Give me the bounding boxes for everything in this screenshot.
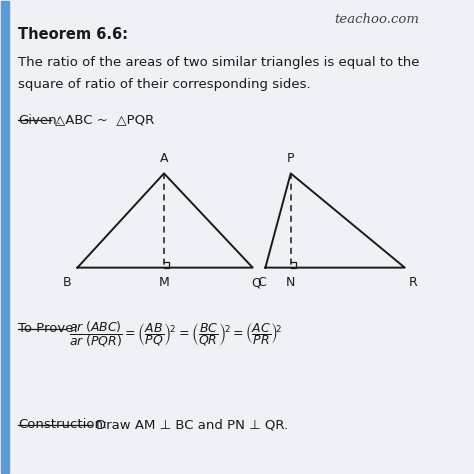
Text: square of ratio of their corresponding sides.: square of ratio of their corresponding s… bbox=[18, 78, 311, 91]
Bar bbox=[1, 1, 9, 473]
Text: teachoo.com: teachoo.com bbox=[335, 13, 419, 26]
Text: Given:: Given: bbox=[18, 114, 61, 127]
Text: $\dfrac{ar\;(ABC)}{ar\;(PQR)} = \left(\dfrac{AB}{PQ}\right)^{\!2}= \left(\dfrac{: $\dfrac{ar\;(ABC)}{ar\;(PQR)} = \left(\d… bbox=[69, 319, 283, 349]
Text: C: C bbox=[257, 276, 266, 289]
Text: A: A bbox=[160, 152, 168, 165]
Text: Draw AM ⊥ BC and PN ⊥ QR.: Draw AM ⊥ BC and PN ⊥ QR. bbox=[96, 419, 289, 431]
Text: P: P bbox=[287, 152, 294, 165]
Text: Construction:: Construction: bbox=[18, 419, 108, 431]
Text: To Prove:: To Prove: bbox=[18, 322, 78, 335]
Text: B: B bbox=[63, 276, 71, 289]
Text: The ratio of the areas of two similar triangles is equal to the: The ratio of the areas of two similar tr… bbox=[18, 55, 420, 69]
Text: M: M bbox=[159, 276, 169, 289]
Text: N: N bbox=[286, 276, 295, 289]
Text: △ABC ~  △PQR: △ABC ~ △PQR bbox=[55, 114, 155, 127]
Text: Theorem 6.6:: Theorem 6.6: bbox=[18, 27, 128, 42]
Text: R: R bbox=[409, 276, 418, 289]
Text: Q: Q bbox=[251, 276, 261, 289]
